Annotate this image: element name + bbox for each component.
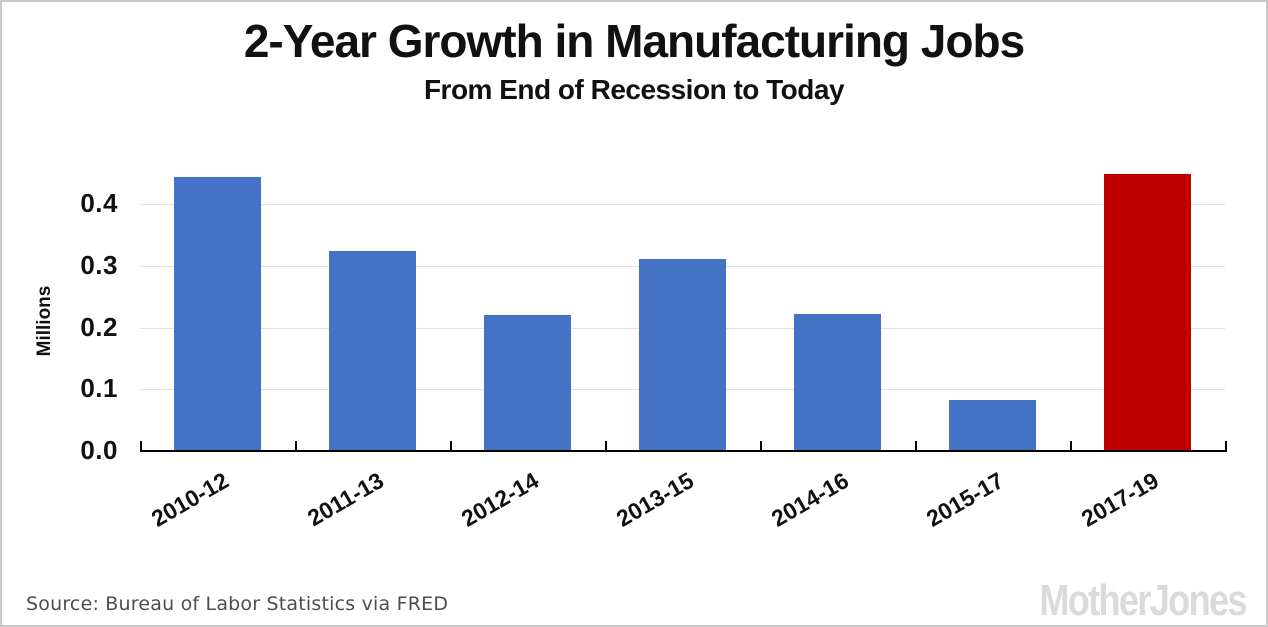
y-tick-label: 0.3 xyxy=(80,249,118,280)
x-axis-tick xyxy=(450,441,452,451)
x-tick-label: 2017-19 xyxy=(1076,467,1163,532)
x-tick-label: 2010-12 xyxy=(146,467,233,532)
x-tick-label: 2011-13 xyxy=(302,467,388,532)
y-tick-label: 0.4 xyxy=(80,188,118,218)
gridline xyxy=(140,204,1225,205)
x-axis-tick xyxy=(760,441,762,451)
bar-2013-15 xyxy=(639,259,726,451)
bar-2011-13 xyxy=(329,251,416,451)
chart-title: 2-Year Growth in Manufacturing Jobs xyxy=(243,15,1025,67)
x-axis-tick xyxy=(295,441,297,451)
y-tick-label: 0.1 xyxy=(80,373,118,404)
x-axis-tick xyxy=(1070,441,1072,451)
x-axis-line xyxy=(140,450,1227,452)
mother-jones-logo: MotherJones xyxy=(1039,576,1248,625)
x-axis-tick xyxy=(915,441,917,451)
chart-subtitle: From End of Recession to Today xyxy=(423,74,845,105)
x-tick-label: 2013-15 xyxy=(611,467,698,532)
bar-2010-12 xyxy=(174,177,261,451)
bar-2014-16 xyxy=(794,314,881,451)
bar-2012-14 xyxy=(484,315,571,451)
x-tick-label: 2015-17 xyxy=(921,467,1008,532)
x-axis-tick xyxy=(605,441,607,451)
x-axis-tick xyxy=(140,441,142,451)
bar-2017-19 xyxy=(1104,174,1191,451)
x-tick-label: 2014-16 xyxy=(766,467,853,532)
y-tick-label: 0.0 xyxy=(80,435,118,465)
bar-2015-17 xyxy=(949,400,1036,451)
y-tick-label: 0.2 xyxy=(80,311,118,342)
x-axis-tick xyxy=(1225,441,1227,451)
source-note: Source: Bureau of Labor Statistics via F… xyxy=(26,593,449,615)
x-tick-label: 2012-14 xyxy=(456,467,543,532)
